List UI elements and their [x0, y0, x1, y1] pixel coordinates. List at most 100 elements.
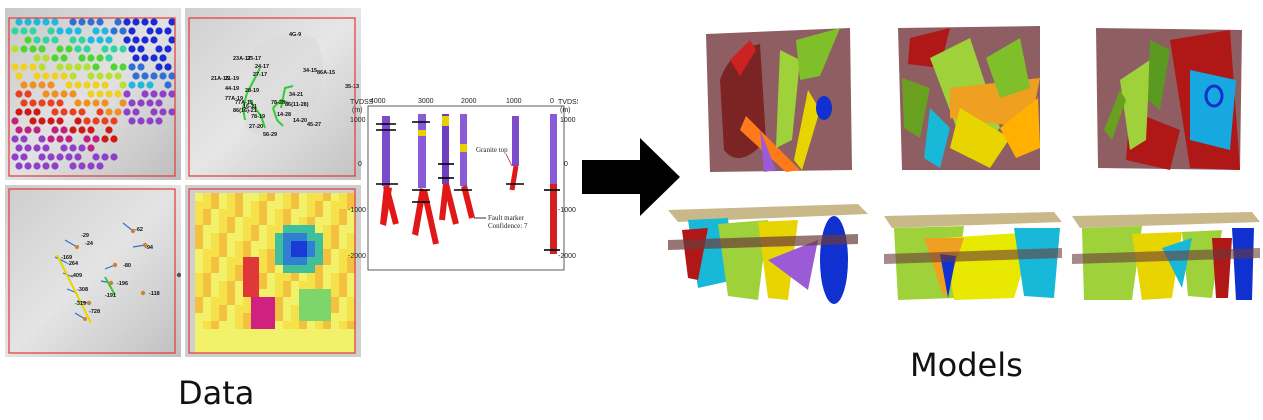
- heatmap-cell: [195, 249, 203, 257]
- heatmap-cell: [291, 193, 299, 201]
- heatmap-cell: [331, 305, 339, 313]
- well-label: 78-28: [271, 100, 285, 106]
- heatmap-cell: [203, 217, 211, 225]
- measurement-dot: [96, 162, 103, 169]
- heatmap-cell: [203, 329, 211, 337]
- heatmap-cell: [283, 233, 291, 241]
- measurement-dot: [159, 108, 166, 115]
- heatmap-cell: [251, 193, 259, 201]
- heatmap-cell: [291, 265, 299, 273]
- heatmap-cell: [275, 265, 283, 273]
- measurement-dot: [74, 81, 81, 88]
- measurement-dot: [33, 18, 40, 25]
- measurement-dot: [141, 36, 148, 43]
- heatmap-cell: [315, 201, 323, 209]
- heatmap-cell: [203, 249, 211, 257]
- measurement-dot: [123, 108, 130, 115]
- measurement-dot: [132, 36, 139, 43]
- measurement-dot: [159, 54, 166, 61]
- heatmap-cell: [283, 305, 291, 313]
- heatmap-cell: [259, 209, 267, 217]
- measurement-dot: [119, 81, 126, 88]
- heatmap-cell: [259, 345, 267, 353]
- heatmap-cell: [315, 193, 323, 201]
- heatmap-cell: [267, 217, 275, 225]
- measurement-dot: [11, 27, 18, 34]
- measurement-dot: [20, 135, 27, 142]
- heatmap-cell: [315, 249, 323, 257]
- well-label: 78-19: [251, 114, 265, 120]
- measurement-dot: [38, 135, 45, 142]
- heatmap-cell: [299, 329, 307, 337]
- heatmap-cell: [219, 249, 227, 257]
- heatmap-cell: [251, 313, 259, 321]
- heatmap-cell: [323, 209, 331, 217]
- heatmap-cell: [227, 257, 235, 265]
- heatmap-cell: [195, 209, 203, 217]
- measurement-dot: [119, 27, 126, 34]
- heatmap-cell: [339, 329, 347, 337]
- heatmap-cell: [275, 233, 283, 241]
- heatmap-cell: [251, 305, 259, 313]
- measurement-dot: [38, 81, 45, 88]
- measurement-dot: [137, 117, 144, 124]
- heatmap-cell: [251, 273, 259, 281]
- heatmap-cell: [299, 289, 307, 297]
- measurement-dot: [146, 27, 153, 34]
- measurement-dot: [78, 126, 85, 133]
- heatmap-cell: [227, 265, 235, 273]
- well-label: 28-19: [245, 88, 259, 94]
- heatmap-cell: [339, 345, 347, 353]
- measurement-dot: [141, 90, 148, 97]
- heatmap-cell: [267, 273, 275, 281]
- well-label: 34-15: [303, 68, 317, 74]
- measurement-dot: [38, 117, 45, 124]
- heatmap-cell: [291, 281, 299, 289]
- heatmap-cell: [243, 241, 251, 249]
- heatmap-cell: [235, 233, 243, 241]
- measurement-dot: [92, 117, 99, 124]
- fault-label: -196: [117, 281, 128, 287]
- heatmap-cell: [203, 241, 211, 249]
- measurement-dot: [132, 108, 139, 115]
- heatmap-cell: [259, 241, 267, 249]
- right-tick-2: -1000: [558, 207, 576, 214]
- heatmap-cell: [307, 281, 315, 289]
- heatmap-cell: [323, 273, 331, 281]
- heatmap-cell: [331, 265, 339, 273]
- heatmap-cell: [323, 257, 331, 265]
- measurement-dot: [83, 99, 90, 106]
- heatmap-cell: [227, 217, 235, 225]
- heatmap-cell: [331, 225, 339, 233]
- heatmap-cell: [195, 329, 203, 337]
- heatmap-cell: [275, 337, 283, 345]
- heatmap-cell: [259, 289, 267, 297]
- heatmap-cell: [283, 193, 291, 201]
- measurement-dot: [60, 108, 67, 115]
- measurement-dot: [20, 81, 27, 88]
- fault-label: -62: [135, 227, 143, 233]
- heatmap-cell: [331, 313, 339, 321]
- heatmap-cell: [243, 209, 251, 217]
- measurement-dot: [42, 162, 49, 169]
- heatmap-cell: [291, 329, 299, 337]
- heatmap-cell: [315, 233, 323, 241]
- measurement-dot: [83, 45, 90, 52]
- measurement-dot: [56, 153, 63, 160]
- measurement-dot: [141, 72, 148, 79]
- fault-label: -264: [67, 261, 79, 267]
- measurement-dot: [29, 117, 36, 124]
- measurement-dot: [87, 126, 94, 133]
- measurement-dot: [132, 72, 139, 79]
- measurement-dot: [65, 27, 72, 34]
- measurement-dot: [87, 18, 94, 25]
- measurement-dot: [51, 72, 58, 79]
- measurement-dot: [92, 99, 99, 106]
- heatmap-cell: [211, 265, 219, 273]
- measurement-dot: [141, 18, 148, 25]
- well-label: 14-28: [277, 112, 291, 118]
- heatmap-cell: [267, 209, 275, 217]
- heatmap-cell: [259, 321, 267, 329]
- heatmap-cell: [275, 209, 283, 217]
- measurement-dot: [105, 36, 112, 43]
